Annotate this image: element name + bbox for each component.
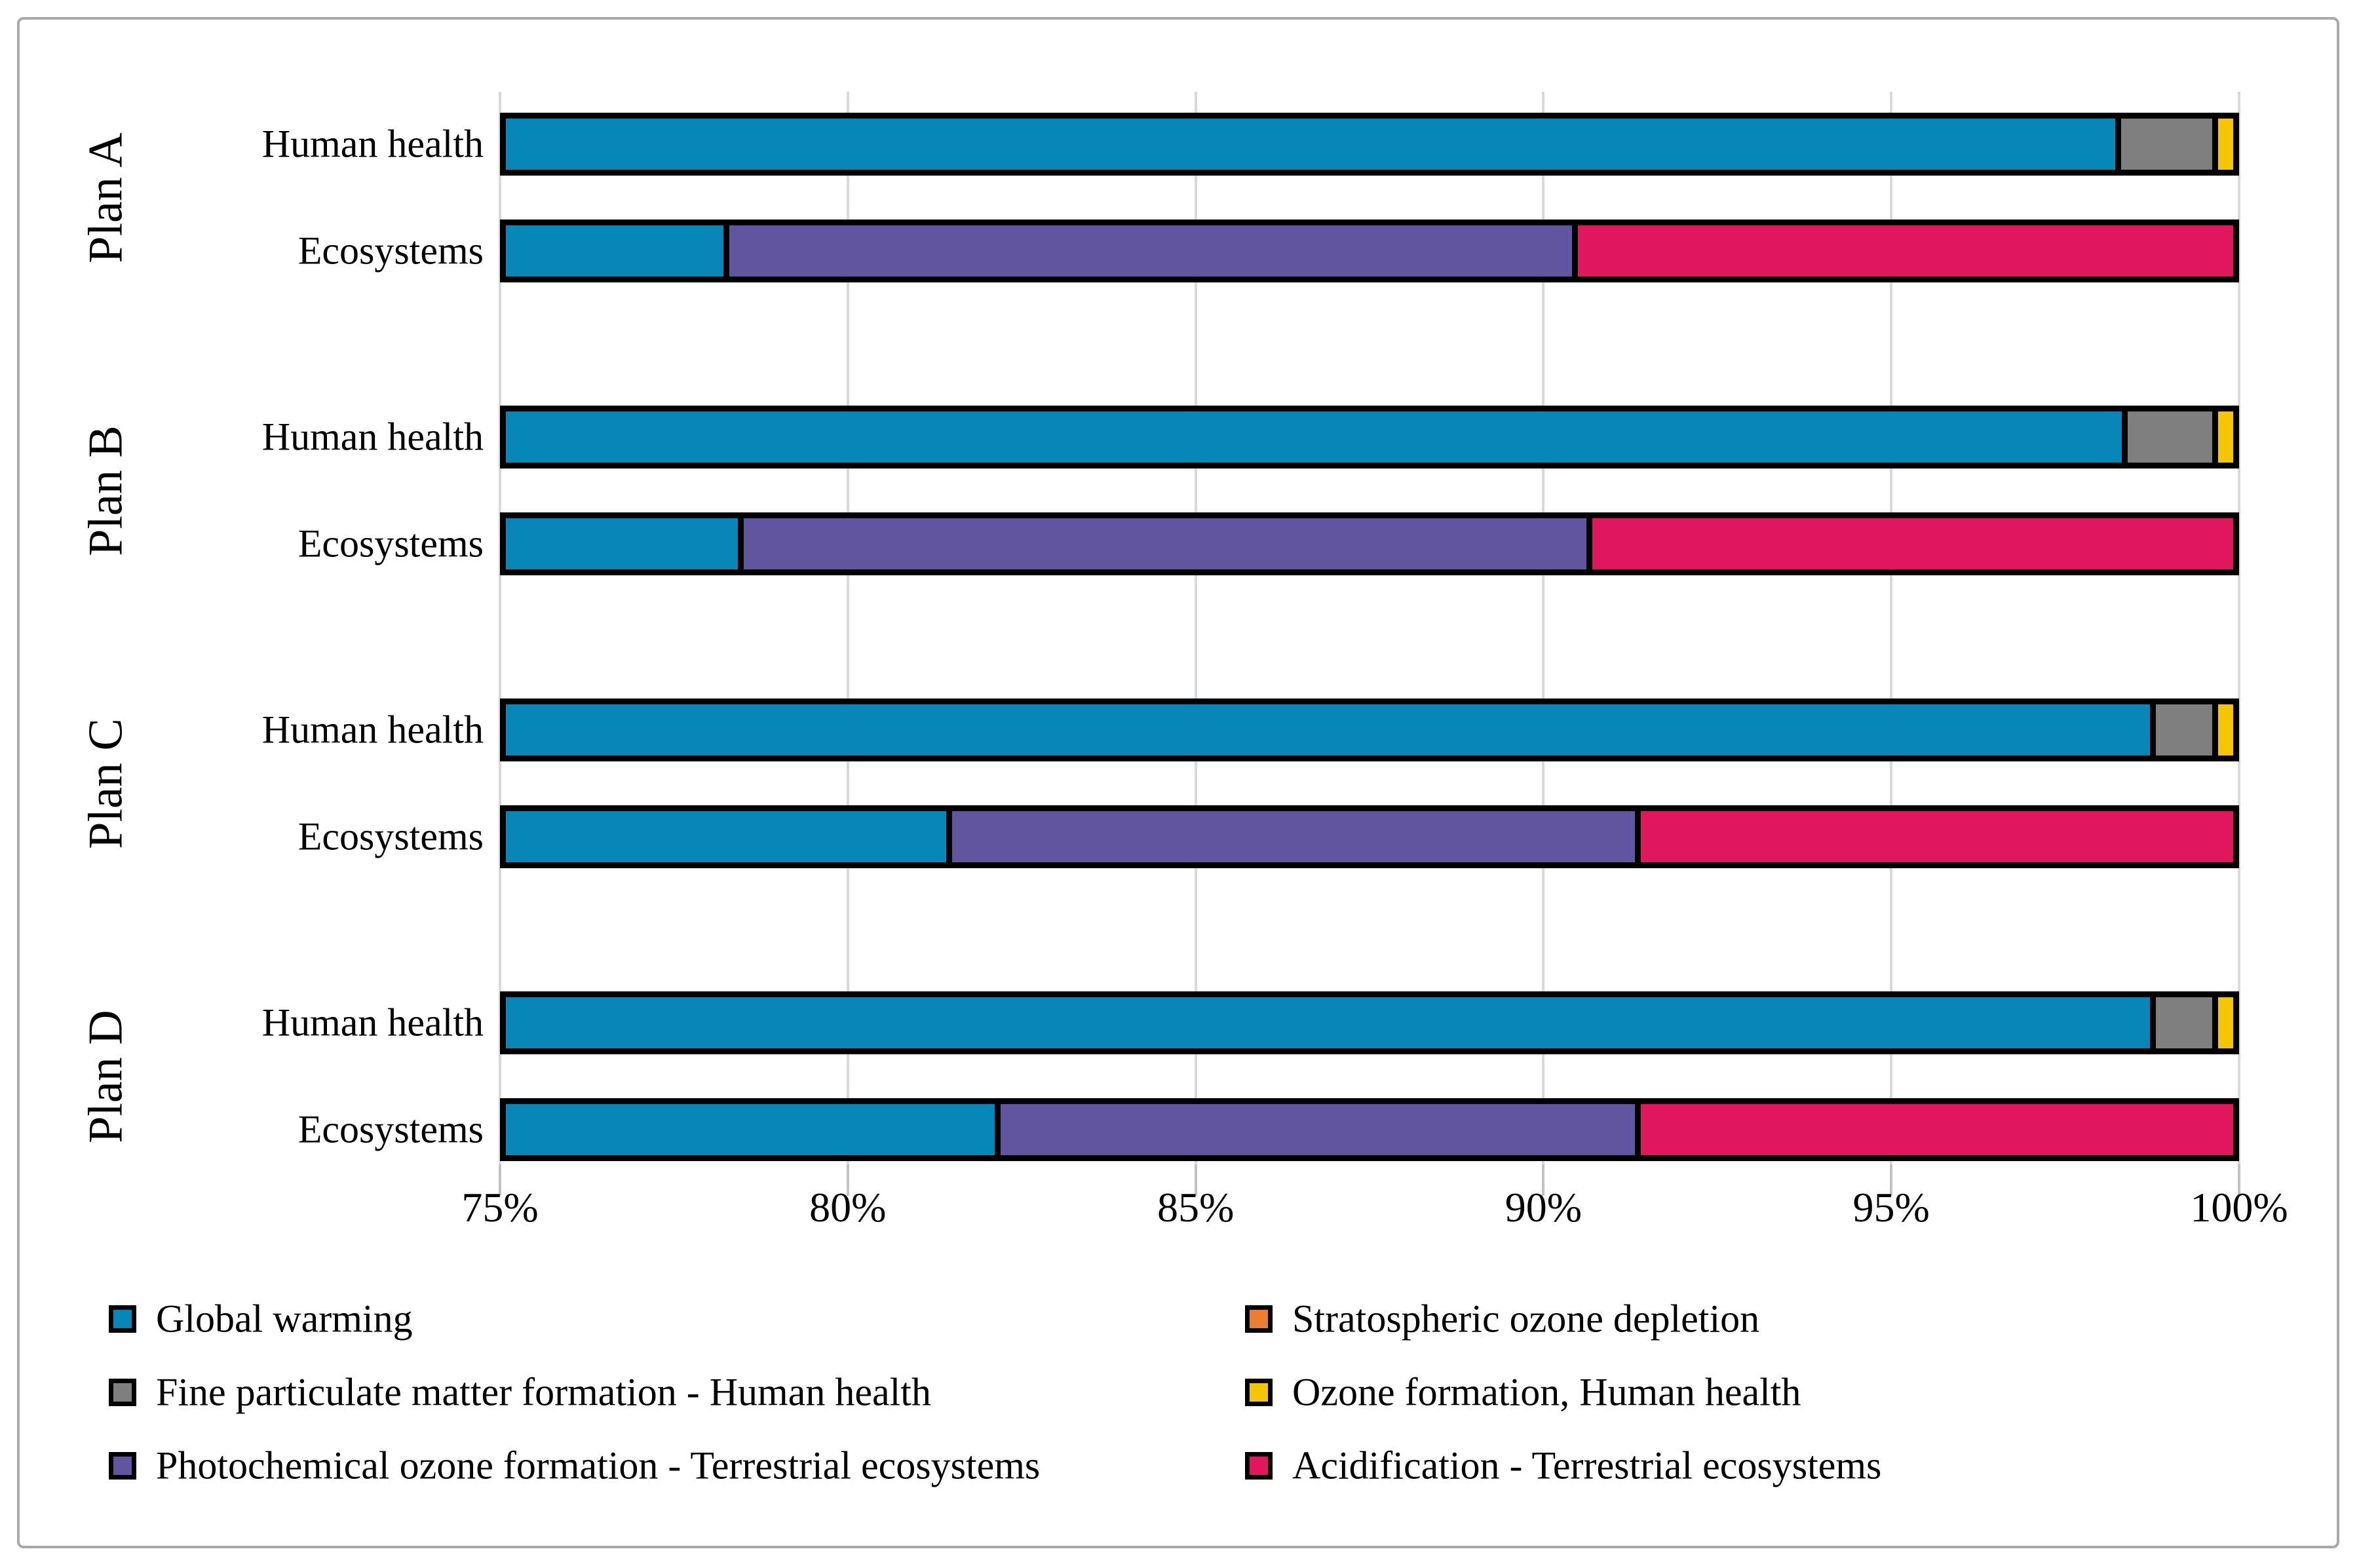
bar-segment: [2212, 113, 2239, 176]
axis-tick-90: [1542, 1164, 1545, 1196]
x-axis-tick-label: 95%: [1852, 1184, 1930, 1231]
bar-segment: [1635, 1098, 2239, 1161]
bar-segment: [500, 220, 730, 282]
bar-row: [0, 698, 2359, 761]
axis-tick-75: [499, 1164, 501, 1196]
bar-segment: [2212, 698, 2239, 761]
axis-tick-95: [1890, 1164, 1893, 1196]
category-label: Ecosystems: [297, 522, 484, 565]
axis-tick-100: [2238, 1164, 2240, 1196]
category-label: Human health: [261, 708, 484, 752]
bar-segment: [995, 1098, 1641, 1161]
gridline-75: [499, 92, 501, 1164]
category-label: Ecosystems: [297, 229, 484, 273]
gridline-85: [1194, 92, 1197, 1164]
bar-segment: [1635, 805, 2239, 868]
gridline-95: [1890, 92, 1893, 1164]
legend-marker: [1245, 1305, 1273, 1333]
legend-label: Ozone formation, Human health: [1292, 1370, 1801, 1414]
bar-segment: [2212, 991, 2239, 1054]
legend-marker: [1245, 1379, 1273, 1406]
bar-row: [0, 991, 2359, 1054]
x-axis-tick-label: 80%: [809, 1184, 887, 1231]
category-label: Ecosystems: [297, 814, 484, 858]
category-label: Human health: [261, 415, 484, 459]
category-label: Ecosystems: [297, 1107, 484, 1151]
x-axis-tick-label: 85%: [1157, 1184, 1235, 1231]
legend-marker: [109, 1452, 136, 1480]
gridline-90: [1542, 92, 1545, 1164]
legend-label: Photochemical ozone formation - Terrestr…: [156, 1444, 1041, 1487]
legend-marker: [1245, 1452, 1273, 1480]
bar-row: [0, 805, 2359, 868]
category-label: Human health: [261, 1001, 484, 1044]
x-axis-tick-label: 100%: [2190, 1184, 2288, 1231]
bar-segment: [500, 698, 2156, 761]
legend-marker: [109, 1305, 136, 1333]
legend-label: Stratospheric ozone depletion: [1292, 1297, 1760, 1341]
legend-marker: [109, 1379, 136, 1406]
gridline-80: [846, 92, 849, 1164]
x-axis-tick-label: 75%: [461, 1184, 539, 1231]
bar-segment: [723, 220, 1579, 282]
legend-label: Fine particulate matter formation - Huma…: [156, 1370, 931, 1414]
bar-segment: [1572, 220, 2239, 282]
bar-segment: [2149, 991, 2219, 1054]
bar-segment: [946, 805, 1641, 868]
axis-tick-85: [1194, 1164, 1197, 1196]
bar-row: [0, 220, 2359, 282]
bar-segment: [500, 113, 2121, 176]
legend-label: Global warming: [156, 1297, 413, 1341]
bar-row: [0, 1098, 2359, 1161]
bar-segment: [737, 512, 1592, 575]
bar-row: [0, 512, 2359, 575]
gridline-100: [2238, 92, 2240, 1164]
bar-segment: [2212, 406, 2239, 468]
x-axis-tick-label: 90%: [1505, 1184, 1582, 1231]
bar-segment: [500, 512, 744, 575]
bar-row: [0, 406, 2359, 468]
bar-segment: [1586, 512, 2239, 575]
bar-row: [0, 113, 2359, 176]
bar-segment: [500, 991, 2156, 1054]
legend-label: Acidification - Terrestrial ecosystems: [1292, 1444, 1882, 1487]
category-label: Human health: [261, 122, 484, 166]
axis-tick-80: [846, 1164, 849, 1196]
